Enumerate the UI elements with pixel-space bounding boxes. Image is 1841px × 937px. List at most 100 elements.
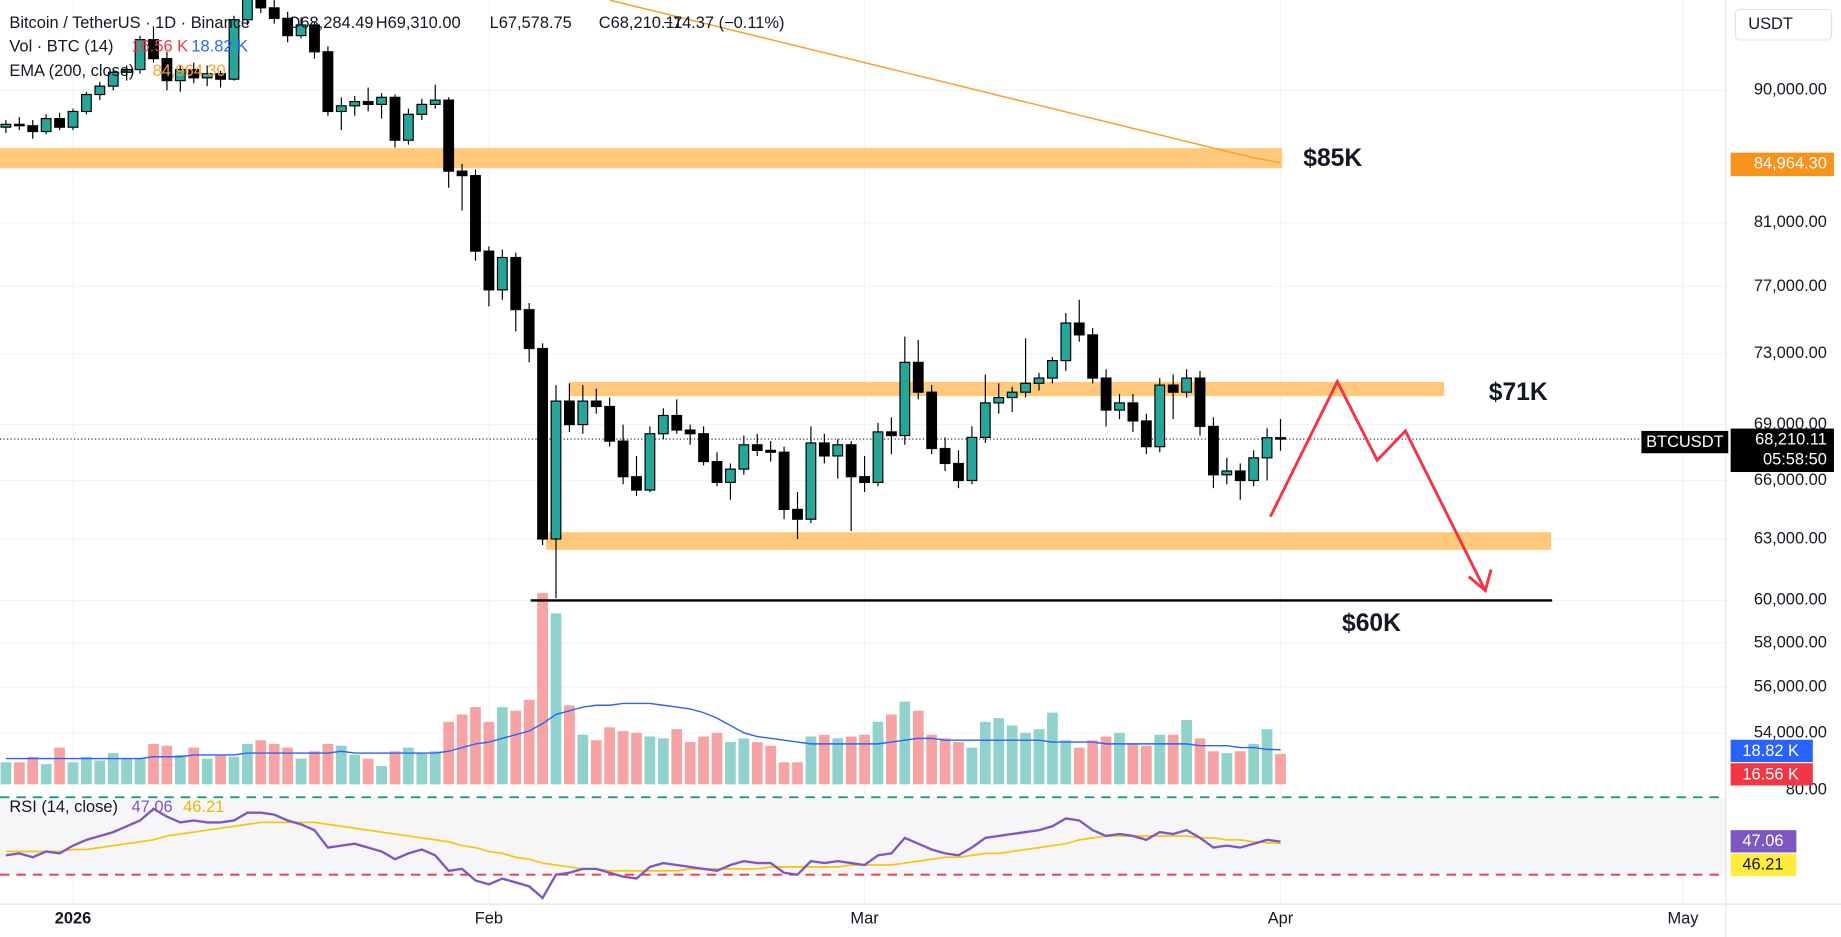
rsi-line <box>5 807 1281 900</box>
volume-bar <box>148 743 159 785</box>
volume-bar <box>604 727 616 785</box>
ema-price-label: 84,964.30 <box>1754 155 1827 173</box>
legend-close: C68,210.11 <box>599 14 683 32</box>
currency-box[interactable] <box>1734 8 1833 41</box>
volume-bar <box>94 760 106 785</box>
volume-bar <box>1194 738 1206 785</box>
rsi-label: 47.06 <box>1742 832 1783 850</box>
volume-label: 16.56 K <box>1742 765 1799 783</box>
candle-body <box>859 476 870 483</box>
candle-body <box>966 436 978 482</box>
legend-ema: EMA (200, close) <box>9 62 134 80</box>
volume-bar <box>1047 712 1058 785</box>
volume-bar <box>134 758 146 785</box>
volume-bar <box>174 754 186 785</box>
volume-bar <box>1167 734 1179 785</box>
volume-bar <box>711 732 723 785</box>
volume-bar <box>590 740 602 785</box>
candle-body <box>402 113 414 141</box>
candle-body <box>309 24 320 53</box>
volume-bar <box>470 707 481 785</box>
y-tick-label: 77,000.00 <box>1754 277 1827 295</box>
candle-body <box>483 250 495 291</box>
candle-body <box>295 24 307 37</box>
candle-body <box>0 123 12 128</box>
volume-bar <box>1261 729 1273 785</box>
y-tick-label: 58,000.00 <box>1754 633 1827 651</box>
candle-body <box>1127 402 1139 422</box>
volume-bar <box>1127 743 1139 785</box>
y-tick-label: 63,000.00 <box>1754 529 1827 547</box>
volume-bar <box>631 732 642 785</box>
volume-bar <box>1208 751 1219 785</box>
last-price-box <box>1730 428 1834 473</box>
rsi-pane <box>0 796 1726 900</box>
ema-line <box>609 0 1281 164</box>
candle-body <box>805 442 817 520</box>
zone-label: $71K <box>1489 379 1548 406</box>
candle-body <box>362 100 374 105</box>
volume-bar <box>698 736 709 785</box>
candle-body <box>953 462 964 482</box>
x-tick-label: May <box>1667 910 1699 928</box>
candle-body <box>1020 382 1031 393</box>
y-tick-label: 54,000.00 <box>1754 723 1827 741</box>
candle-body <box>818 442 830 457</box>
candle-body <box>1248 457 1260 482</box>
volume-bar <box>1114 732 1125 785</box>
volume-bar <box>859 734 870 785</box>
candle-body <box>550 400 562 540</box>
y-tick-label: 69,000.00 <box>1754 415 1827 433</box>
candle-body <box>148 39 159 60</box>
volume-bar <box>939 738 951 785</box>
legend-open: O68,284.49 <box>288 14 374 32</box>
candle-body <box>161 57 173 82</box>
candle-body <box>657 414 669 435</box>
zone-label: $85K <box>1303 145 1362 172</box>
volume-bar <box>738 738 750 785</box>
candle-body <box>563 400 575 426</box>
volume-bar <box>899 701 911 785</box>
volume-bar <box>335 745 347 785</box>
candle-body <box>335 105 347 113</box>
volume-bar <box>295 758 307 785</box>
volume-bar <box>443 721 455 785</box>
legend-rsi: RSI (14, close) <box>9 798 118 816</box>
volume-bar <box>228 756 240 785</box>
volume-bar <box>255 740 267 785</box>
candle-body <box>389 96 401 141</box>
candle-body <box>27 125 39 133</box>
volume-bar <box>537 593 548 785</box>
candle-body <box>1154 384 1166 448</box>
volume-bar <box>1020 732 1031 785</box>
volume-bar <box>1181 719 1192 785</box>
volume-bar <box>926 734 938 785</box>
candle-body <box>1275 437 1286 440</box>
volume-bar <box>1087 740 1099 785</box>
support-label: $60K <box>1342 610 1401 637</box>
volume-bar <box>845 736 857 785</box>
candle-body <box>188 68 200 79</box>
candle-body <box>698 433 709 463</box>
candle-body <box>174 68 186 82</box>
volume-bar <box>403 747 414 785</box>
candle-body <box>912 361 924 393</box>
candle-body <box>1167 384 1179 393</box>
candle-body <box>979 402 991 438</box>
y-tick-label: 56,000.00 <box>1754 678 1827 696</box>
candle-body <box>13 123 25 127</box>
volume-bar <box>886 714 897 785</box>
legend-rsi-ma: 46.21 <box>183 798 224 816</box>
candle-body <box>1060 322 1072 362</box>
volume-bar <box>1140 745 1152 785</box>
volume-bar <box>577 734 589 785</box>
currency[interactable]: USDT <box>1748 15 1793 33</box>
volume-bar <box>564 705 575 785</box>
volume-bar <box>979 721 991 785</box>
volume-bar <box>872 721 884 785</box>
candle-body <box>832 444 844 457</box>
price-zone <box>0 148 1283 169</box>
volume-bar <box>671 729 683 785</box>
volume-bar <box>107 753 119 785</box>
